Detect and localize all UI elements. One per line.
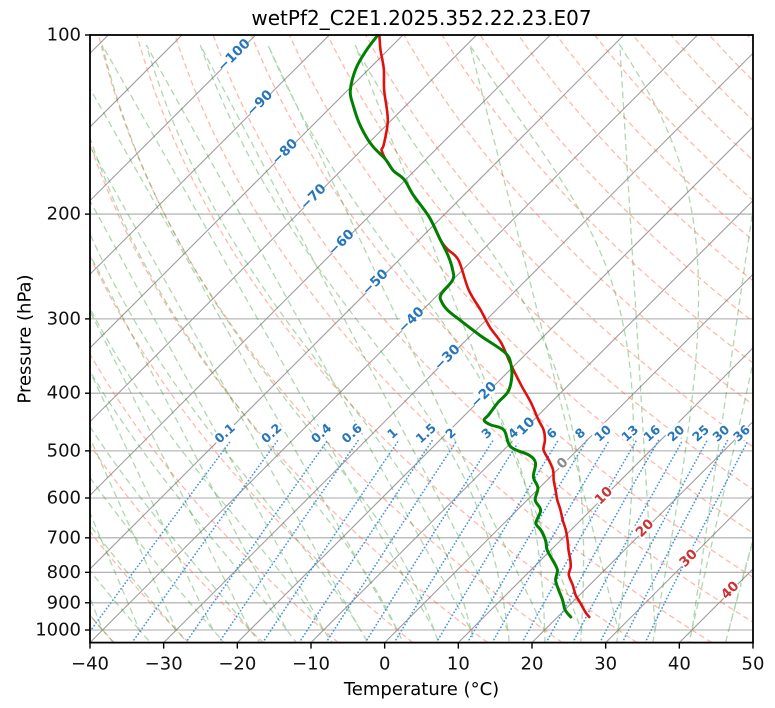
y-axis-ticks: 100 200 300 400 500 600 700 800 900 1000 <box>35 25 90 640</box>
svg-text:800: 800 <box>47 562 81 583</box>
x-axis-ticks: −40 −30 −20 −10 0 10 20 30 40 50 <box>71 642 765 675</box>
svg-text:20: 20 <box>664 422 687 445</box>
svg-text:30: 30 <box>594 654 617 675</box>
svg-text:0.4: 0.4 <box>308 420 335 446</box>
svg-text:−30: −30 <box>431 341 464 374</box>
dry-adiabats <box>90 35 753 643</box>
svg-text:−80: −80 <box>268 136 301 169</box>
dewpoint-curve <box>348 35 573 619</box>
svg-text:400: 400 <box>47 383 81 404</box>
svg-text:900: 900 <box>47 592 81 613</box>
svg-text:−50: −50 <box>359 266 392 299</box>
svg-text:0.1: 0.1 <box>211 420 238 446</box>
svg-text:0: 0 <box>379 654 390 675</box>
svg-text:10: 10 <box>447 654 470 675</box>
svg-text:40: 40 <box>668 654 691 675</box>
svg-text:3: 3 <box>478 425 495 442</box>
svg-text:−60: −60 <box>325 226 358 259</box>
svg-text:−20: −20 <box>218 654 256 675</box>
svg-text:10: 10 <box>591 422 614 445</box>
svg-text:30: 30 <box>676 546 701 571</box>
svg-text:40: 40 <box>718 578 743 603</box>
svg-text:−70: −70 <box>297 181 330 214</box>
svg-text:200: 200 <box>47 204 81 225</box>
svg-text:−40: −40 <box>395 304 428 337</box>
svg-text:1000: 1000 <box>35 619 81 640</box>
svg-text:600: 600 <box>47 487 81 508</box>
svg-text:−90: −90 <box>244 87 277 120</box>
plot-frame <box>89 34 754 644</box>
mixing-ratio-lines <box>90 439 750 643</box>
svg-text:50: 50 <box>742 654 765 675</box>
svg-text:0.6: 0.6 <box>339 420 366 446</box>
svg-text:1.5: 1.5 <box>413 420 440 446</box>
svg-text:20: 20 <box>633 516 658 541</box>
svg-text:−40: −40 <box>71 654 109 675</box>
svg-text:700: 700 <box>47 527 81 548</box>
y-axis-label: Pressure (hPa) <box>14 274 36 404</box>
svg-text:13: 13 <box>618 422 641 445</box>
svg-text:−10: −10 <box>292 654 330 675</box>
chart-title: wetPf2_C2E1.2025.352.22.23.E07 <box>251 6 592 30</box>
svg-text:500: 500 <box>47 440 81 461</box>
svg-text:300: 300 <box>47 308 81 329</box>
svg-text:100: 100 <box>47 25 81 46</box>
x-axis-label: Temperature (°C) <box>343 679 500 700</box>
moist-adiabats <box>90 42 753 643</box>
isotherm-lines <box>90 35 753 643</box>
svg-text:1: 1 <box>384 425 401 442</box>
svg-text:20: 20 <box>521 654 544 675</box>
svg-text:0: 0 <box>554 454 572 472</box>
svg-text:10: 10 <box>592 483 617 508</box>
svg-text:−30: −30 <box>145 654 183 675</box>
